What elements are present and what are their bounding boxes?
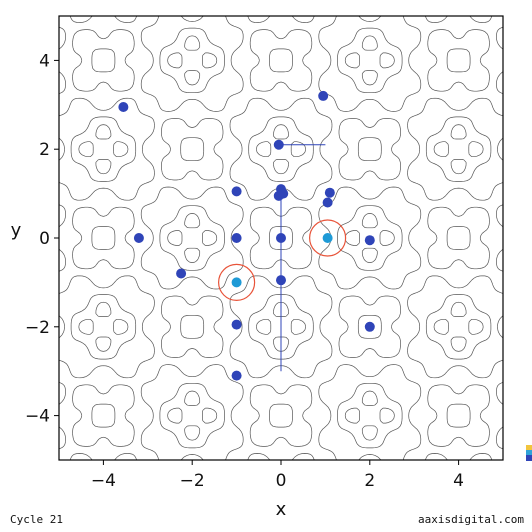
contour-lines	[59, 16, 503, 460]
contour-path	[59, 16, 503, 460]
data-point	[273, 139, 284, 150]
y-tick-label: 4	[39, 51, 50, 71]
x-tick-label: 4	[453, 471, 464, 491]
data-point	[118, 102, 129, 113]
data-point	[231, 319, 242, 330]
data-point	[322, 233, 333, 243]
x-tick-label: 2	[364, 471, 375, 491]
x-axis-ticks: −4 −2 0 2 4	[91, 460, 464, 491]
data-point	[231, 186, 242, 197]
data-point	[231, 370, 242, 381]
x-tick-label: −2	[180, 471, 205, 491]
cycle-label: Cycle 21	[10, 513, 63, 526]
y-tick-label: −4	[25, 407, 50, 427]
x-axis-label: x	[276, 499, 287, 520]
data-point	[318, 90, 329, 101]
y-axis-ticks: −4 −2 0 2 4	[25, 51, 59, 427]
data-point	[364, 321, 375, 332]
data-point	[176, 268, 187, 279]
data-point	[322, 197, 333, 208]
x-tick-label: −4	[91, 471, 116, 491]
highlight-circle	[218, 263, 256, 301]
data-point	[273, 190, 284, 201]
data-point	[276, 275, 286, 286]
highlight-circle	[309, 219, 347, 257]
data-point	[231, 277, 242, 288]
data-point	[276, 233, 286, 243]
site-watermark: aaxisdigital.com	[418, 513, 524, 526]
legend-color-blue	[526, 455, 532, 461]
y-axis-label: y	[11, 220, 22, 241]
data-points	[118, 90, 375, 381]
x-tick-label: 0	[276, 471, 287, 491]
y-tick-label: 2	[39, 140, 50, 160]
y-tick-label: 0	[39, 229, 50, 249]
color-legend-swatch	[526, 445, 532, 461]
data-point	[324, 187, 335, 198]
highlight-circles	[218, 219, 347, 301]
data-point	[364, 235, 375, 246]
legend-color-yellow	[526, 445, 532, 450]
data-point	[231, 233, 242, 243]
data-point	[133, 233, 144, 243]
legend-color-lightblue	[526, 450, 532, 455]
y-tick-label: −2	[25, 318, 50, 338]
